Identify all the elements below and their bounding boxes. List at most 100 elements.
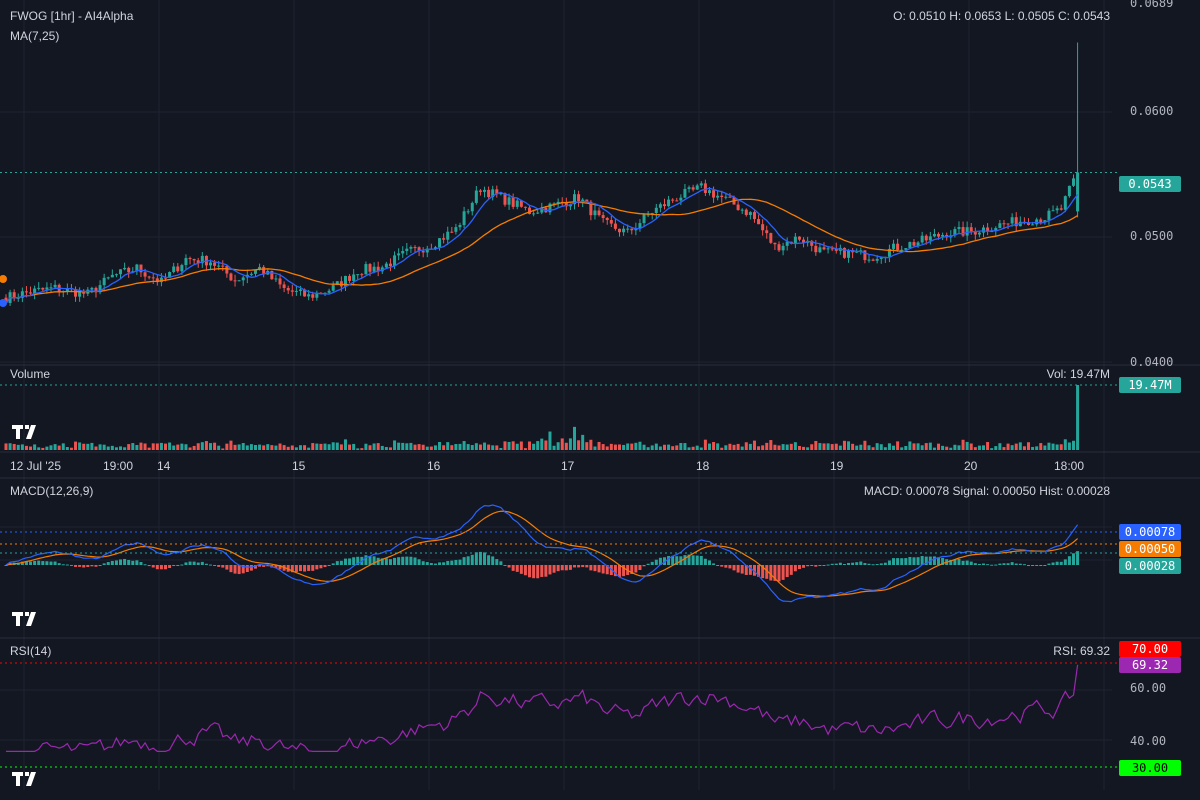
candle-body [143,272,147,277]
volume-bar [797,445,801,450]
volume-bar [1010,445,1014,450]
volume-bar [74,441,78,450]
macd-hist-bar [1018,563,1022,565]
macd-hist-bar [233,565,237,574]
candle-body [532,213,536,215]
volume-bar [196,443,200,450]
time-tick-14: 14 [157,459,171,473]
volume-bar [61,443,65,450]
macd-hist-bar [875,564,879,566]
macd-hist-bar [209,564,212,566]
macd-hist-bar [294,565,298,572]
candle-body [757,219,761,225]
candle-body [752,212,756,220]
candle-body [552,203,556,205]
candle-body [556,201,560,204]
candle-body [1067,185,1071,197]
time-tick-12jul: 12 Jul '25 [10,459,61,473]
candle-body [765,230,769,234]
candle-body [241,277,245,281]
candle-body [1047,210,1051,221]
macd-hist-bar [364,555,368,565]
macd-hist-bar [1010,562,1014,565]
volume-bar [740,446,744,450]
macd-hist-bar [384,558,388,565]
volume-bar [204,441,208,450]
volume-bar [372,443,376,450]
macd-hist-bar [74,565,78,567]
candle-body [736,204,740,211]
macd-hist-bar [1076,551,1080,565]
volume-bar [716,443,720,450]
macd-hist-bar [1035,565,1039,566]
volume-bar [945,446,949,450]
candle-body [270,270,274,280]
candle-body [887,248,891,257]
candle-body [830,248,834,250]
volume-bar [536,441,540,450]
macd-hist-bar [94,565,98,567]
candle-body [433,247,437,250]
volume-bar [1031,446,1035,450]
volume-bar [119,446,123,450]
macd-hist-bar [900,558,904,565]
candle-body [249,273,253,275]
macd-hist-bar [176,565,180,566]
macd-hist-bar [532,565,536,579]
candle-body [491,189,495,198]
candle-body [348,275,352,281]
tradingview-logo-icon [12,612,36,626]
candle-body [691,187,695,190]
volume-bar [290,445,294,450]
candle-body [24,291,28,293]
volume-bar [151,443,155,450]
candle-body [1031,224,1035,226]
macd-hist-bar [82,565,86,568]
candle-body [699,183,703,186]
volume-bar [188,447,192,450]
volume-bar [4,443,8,450]
volume-bar [69,447,73,450]
volume-bar [818,443,822,450]
candle-body [172,266,176,273]
volume-bar [581,434,585,450]
volume-bar [667,444,671,450]
volume-bar [748,443,752,450]
candle-body [904,248,908,250]
macd-hist-bar [188,561,192,565]
macd-hist-bar [797,565,801,570]
candle-body [1027,222,1030,225]
volume-bar [1071,440,1075,450]
macd-hist-bar [908,556,912,565]
volume-bar [442,445,446,450]
volume-bar [143,443,147,450]
ma-indicator-label: MA(7,25) [10,29,60,43]
candle-body [65,288,69,292]
ma7-marker [0,298,7,307]
volume-bar [556,442,560,450]
candle-body [810,240,814,246]
volume-bar [98,444,102,450]
macd-hist-bar [155,565,159,570]
volume-bar [225,443,229,450]
volume-bar [883,447,887,450]
macd-hist-bar [225,565,229,570]
macd-hist-bar [69,564,73,566]
candle-body [515,200,519,207]
macd-hist-bar [98,565,102,566]
macd-hist-bar [352,557,356,565]
volume-bar [822,443,826,450]
macd-hist-bar [1022,564,1026,566]
volume-bar [781,444,785,450]
macd-hist-bar [879,563,883,565]
candle-body [315,292,319,298]
volume-bar [110,445,114,450]
candle-body [438,238,442,248]
macd-hist-bar [789,565,793,575]
volume-bar [421,444,425,450]
volume-bar [613,444,617,450]
macd-hist-bar [851,562,855,565]
candle-body [748,212,752,215]
macd-hist-bar [196,562,200,565]
